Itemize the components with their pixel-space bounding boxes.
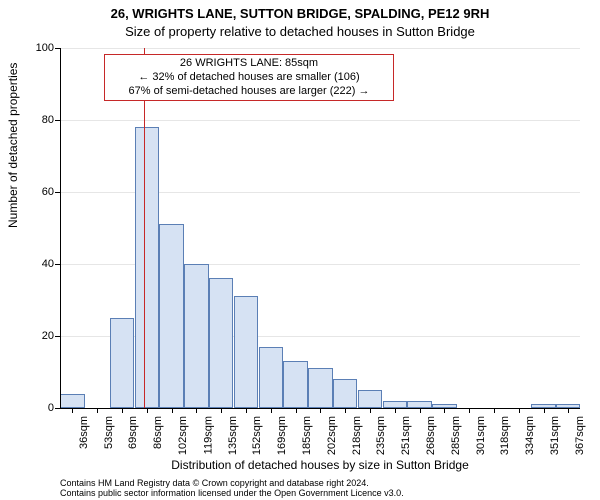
grid-line bbox=[60, 120, 580, 121]
x-tick-mark bbox=[469, 408, 470, 413]
grid-line bbox=[60, 48, 580, 49]
x-tick-label: 367sqm bbox=[574, 416, 586, 455]
x-tick-mark bbox=[246, 408, 247, 413]
histogram-bar bbox=[358, 390, 382, 408]
y-axis-label: Number of detached properties bbox=[6, 63, 20, 228]
x-tick-label: 285sqm bbox=[450, 416, 462, 455]
x-tick-mark bbox=[345, 408, 346, 413]
x-tick-label: 301sqm bbox=[475, 416, 487, 455]
x-tick-mark bbox=[196, 408, 197, 413]
histogram-bar bbox=[60, 394, 84, 408]
chart-title-line1: 26, WRIGHTS LANE, SUTTON BRIDGE, SPALDIN… bbox=[0, 6, 600, 21]
x-tick-label: 135sqm bbox=[227, 416, 239, 455]
x-axis-label: Distribution of detached houses by size … bbox=[60, 458, 580, 472]
plot-area: 36sqm53sqm69sqm86sqm102sqm119sqm135sqm15… bbox=[60, 48, 580, 408]
histogram-bar bbox=[135, 127, 159, 408]
x-tick-label: 251sqm bbox=[400, 416, 412, 455]
x-tick-label: 53sqm bbox=[103, 416, 115, 449]
x-tick-mark bbox=[296, 408, 297, 413]
x-tick-label: 351sqm bbox=[549, 416, 561, 455]
histogram-bar bbox=[110, 318, 134, 408]
annotation-line2: ← 32% of detached houses are smaller (10… bbox=[111, 71, 387, 85]
x-tick-label: 69sqm bbox=[128, 416, 140, 449]
highlight-line bbox=[144, 48, 145, 408]
y-tick-label: 20 bbox=[14, 330, 54, 342]
x-tick-mark bbox=[420, 408, 421, 413]
x-tick-label: 268sqm bbox=[425, 416, 437, 455]
x-tick-label: 36sqm bbox=[78, 416, 90, 449]
x-tick-mark bbox=[444, 408, 445, 413]
histogram-bar bbox=[209, 278, 233, 408]
x-tick-mark bbox=[544, 408, 545, 413]
x-tick-mark bbox=[494, 408, 495, 413]
annotation-box: 26 WRIGHTS LANE: 85sqm← 32% of detached … bbox=[104, 54, 394, 101]
histogram-bar bbox=[184, 264, 208, 408]
x-tick-mark bbox=[97, 408, 98, 413]
x-tick-mark bbox=[519, 408, 520, 413]
x-tick-label: 119sqm bbox=[202, 416, 214, 454]
y-tick-label: 0 bbox=[14, 402, 54, 414]
footer-line2: Contains public sector information licen… bbox=[60, 488, 580, 498]
x-tick-mark bbox=[271, 408, 272, 413]
x-tick-mark bbox=[147, 408, 148, 413]
x-tick-mark bbox=[72, 408, 73, 413]
histogram-bar bbox=[234, 296, 258, 408]
x-tick-label: 102sqm bbox=[177, 416, 189, 455]
x-tick-label: 318sqm bbox=[499, 416, 511, 455]
x-tick-label: 202sqm bbox=[326, 416, 338, 455]
x-tick-mark bbox=[172, 408, 173, 413]
histogram-bar bbox=[333, 379, 357, 408]
x-tick-label: 152sqm bbox=[251, 416, 263, 455]
x-tick-label: 169sqm bbox=[276, 416, 288, 455]
histogram-bar bbox=[407, 401, 431, 408]
x-tick-mark bbox=[395, 408, 396, 413]
x-tick-mark bbox=[221, 408, 222, 413]
histogram-bar bbox=[308, 368, 332, 408]
x-tick-label: 218sqm bbox=[351, 416, 363, 455]
histogram-bar bbox=[259, 347, 283, 408]
footer-line1: Contains HM Land Registry data © Crown c… bbox=[60, 478, 580, 488]
x-tick-mark bbox=[320, 408, 321, 413]
y-tick-label: 60 bbox=[14, 186, 54, 198]
histogram-bar bbox=[283, 361, 307, 408]
chart-footer: Contains HM Land Registry data © Crown c… bbox=[60, 478, 580, 498]
histogram-bar bbox=[159, 224, 183, 408]
x-tick-label: 86sqm bbox=[152, 416, 164, 449]
x-tick-mark bbox=[122, 408, 123, 413]
chart-title-line2: Size of property relative to detached ho… bbox=[0, 24, 600, 39]
x-tick-label: 235sqm bbox=[375, 416, 387, 455]
histogram-bar bbox=[383, 401, 407, 408]
annotation-line3: 67% of semi-detached houses are larger (… bbox=[111, 85, 387, 99]
y-axis-line bbox=[60, 48, 61, 408]
x-tick-mark bbox=[370, 408, 371, 413]
x-tick-label: 185sqm bbox=[301, 416, 313, 455]
y-tick-label: 100 bbox=[14, 42, 54, 54]
annotation-line1: 26 WRIGHTS LANE: 85sqm bbox=[111, 57, 387, 71]
x-tick-label: 334sqm bbox=[524, 416, 536, 455]
x-tick-mark bbox=[568, 408, 569, 413]
y-tick-label: 40 bbox=[14, 258, 54, 270]
y-tick-label: 80 bbox=[14, 114, 54, 126]
